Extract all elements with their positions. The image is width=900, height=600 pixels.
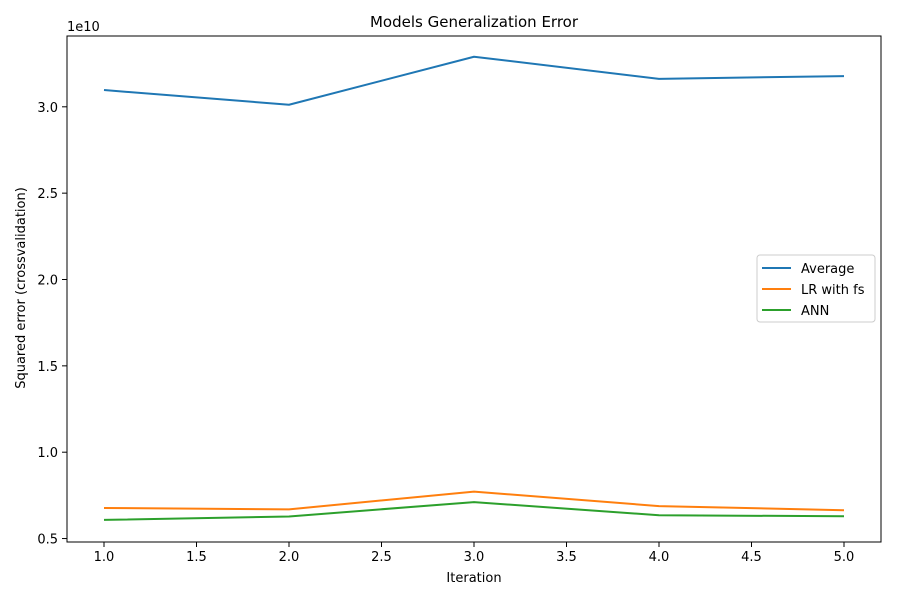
legend: Average LR with fs ANN	[756, 254, 876, 323]
series-line-lr-with-fs	[103, 490, 845, 512]
x-tick-label: 1.0	[94, 550, 115, 565]
chart-title: Models Generalization Error	[370, 13, 579, 31]
y-tick-label: 3.0	[37, 101, 58, 116]
x-tick-label: 4.5	[741, 550, 762, 565]
x-tick-label: 2.5	[371, 550, 392, 565]
series-line-average	[103, 55, 845, 106]
x-tick-label: 3.5	[556, 550, 577, 565]
y-axis-ticks: 0.5 1.0 1.5 2.0 2.5 3.0	[37, 101, 67, 548]
x-tick-label: 5.0	[834, 550, 855, 565]
x-axis-ticks: 1.0 1.5 2.0 2.5 3.0 3.5 4.0 4.5 5.0	[94, 542, 855, 565]
legend-box	[756, 254, 876, 323]
y-tick-label: 1.0	[37, 446, 58, 461]
legend-label-lr-with-fs: LR with fs	[801, 283, 865, 298]
y-tick-label: 0.5	[37, 533, 58, 548]
x-tick-label: 3.0	[464, 550, 485, 565]
legend-label-average: Average	[801, 262, 854, 277]
x-tick-label: 4.0	[649, 550, 670, 565]
y-axis-offset-label: 1e10	[67, 20, 100, 35]
series-line-ann	[103, 501, 845, 521]
plot-frame	[66, 35, 882, 543]
y-tick-label: 2.5	[37, 187, 58, 202]
y-axis-label: Squared error (crossvalidation)	[14, 187, 29, 389]
y-tick-label: 2.0	[37, 274, 58, 289]
series-lines	[103, 55, 845, 521]
x-tick-label: 2.0	[279, 550, 300, 565]
legend-label-ann: ANN	[801, 304, 829, 319]
x-tick-label: 1.5	[186, 550, 207, 565]
x-axis-label: Iteration	[446, 571, 501, 586]
y-tick-label: 1.5	[37, 360, 58, 375]
